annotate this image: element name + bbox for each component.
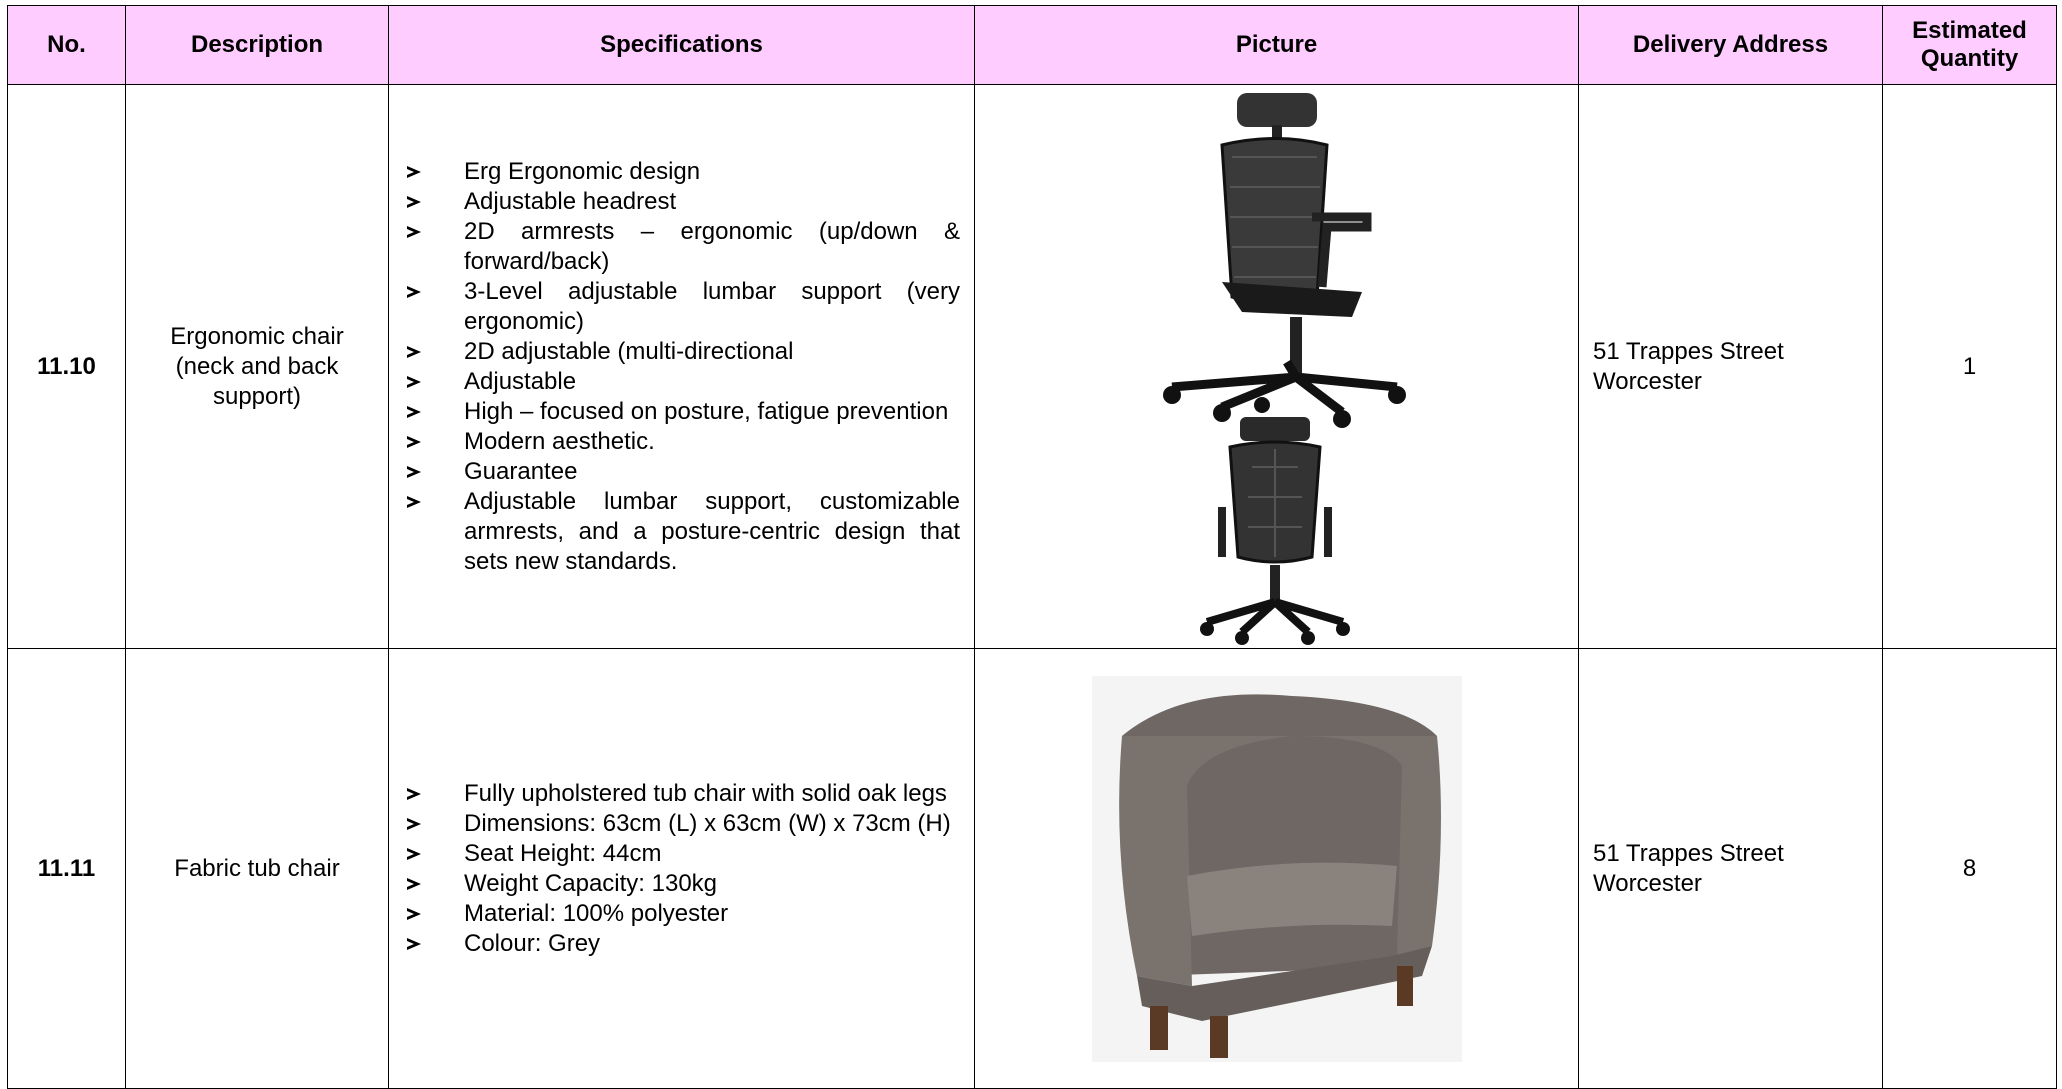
header-row: No. Description Specifications Picture D… <box>7 5 2057 85</box>
header-cell: Description <box>125 5 389 85</box>
header-cell: Picture <box>974 5 1579 85</box>
spec-item: Weight Capacity: 130kg <box>407 869 960 899</box>
header-cell: No. <box>7 5 126 85</box>
spec-table: No. Description Specifications Picture D… <box>7 5 2057 1089</box>
item-description: Ergonomic chair (neck and back support) <box>125 84 389 649</box>
spec-list: Fully upholstered tub chair with solid o… <box>389 779 974 959</box>
address-line: 51 Trappes Street <box>1593 839 1784 867</box>
chair-side <box>1162 92 1406 428</box>
spec-item: Material: 100% polyester <box>407 899 960 929</box>
address-line: Worcester <box>1593 869 1702 897</box>
item-row: 11.11 Fabric tub chair Fully upholstered… <box>7 648 2057 1089</box>
item-row: 11.10 Ergonomic chair (neck and back sup… <box>7 84 2057 649</box>
spec-item: Guarantee <box>407 457 960 487</box>
header-cell: Delivery Address <box>1578 5 1883 85</box>
spec-item: Colour: Grey <box>407 929 960 959</box>
spec-list: Erg Ergonomic design Adjustable headrest 2… <box>389 157 974 577</box>
page: Furniture specification {"table": { "hea… <box>7 5 2057 1089</box>
spec-item: Erg Ergonomic design <box>407 157 960 187</box>
spec-item: 2D adjustable (multi-directional <box>407 337 960 367</box>
item-number: 11.11 <box>7 648 126 1089</box>
spec-item: Fully upholstered tub chair with solid o… <box>407 779 960 809</box>
picture-cell <box>974 84 1579 649</box>
spec-item: Adjustable headrest <box>407 187 960 217</box>
spec-item: Modern aesthetic. <box>407 427 960 457</box>
picture-cell <box>974 648 1579 1089</box>
chair-back <box>1199 416 1350 645</box>
spec-item: Adjustable <box>407 367 960 397</box>
spec-item: 2D armrests – ergonomic (up/down & forwa… <box>407 217 960 275</box>
address-cell: 51 Trappes Street Worcester <box>1578 84 1883 649</box>
spec-item: Seat Height: 44cm <box>407 839 960 869</box>
item-description: Fabric tub chair <box>125 648 389 1089</box>
spec-item: 3-Level adjustable lumbar support (very … <box>407 277 960 335</box>
spec-item: High – focused on posture, fatigue preve… <box>407 397 960 427</box>
address-cell: 51 Trappes Street Worcester <box>1578 648 1883 1089</box>
spec-item: Adjustable lumbar support, customizable … <box>407 487 960 575</box>
page-body: No. Description Specifications Picture D… <box>7 5 2057 1089</box>
spec-cell: Fully upholstered tub chair with solid o… <box>388 648 975 1089</box>
address-line: 51 Trappes Street <box>1593 337 1784 365</box>
quantity: 1 <box>1882 84 2057 649</box>
office-chair-picture <box>1162 92 1406 645</box>
spec-item: Dimensions: 63cm (L) x 63cm (W) x 73cm (… <box>407 809 960 839</box>
quantity: 8 <box>1882 648 2057 1089</box>
tub-chair-picture <box>1091 675 1462 1062</box>
spec-cell: Erg Ergonomic design Adjustable headrest 2… <box>388 84 975 649</box>
address-line: Worcester <box>1593 367 1702 395</box>
header-cell: Specifications <box>388 5 975 85</box>
item-number: 11.10 <box>7 84 126 649</box>
header-cell: Estimated Quantity <box>1882 5 2057 85</box>
